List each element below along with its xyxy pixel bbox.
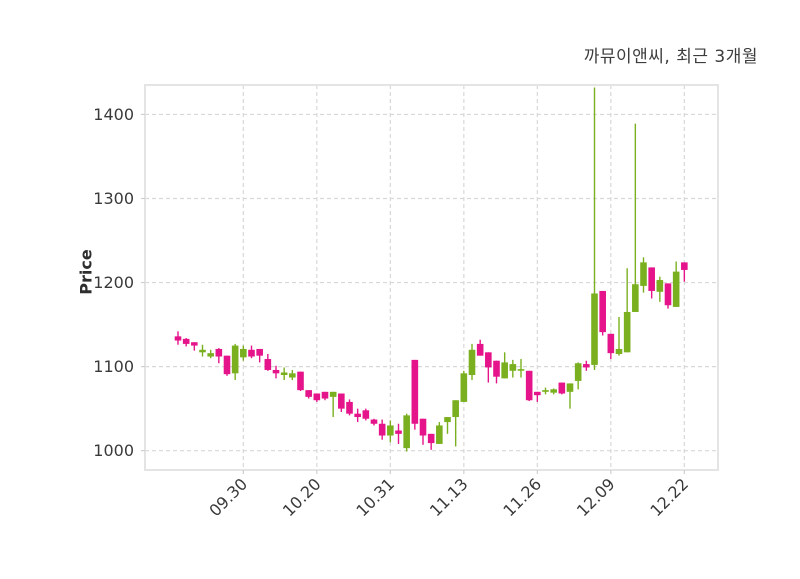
candle-body <box>411 359 419 424</box>
candle-body <box>525 370 533 401</box>
candle-body <box>223 355 231 375</box>
candle-body <box>509 364 517 371</box>
candle-body <box>452 400 459 418</box>
candle-body <box>599 290 606 333</box>
x-tick-label: 09.30 <box>205 474 251 520</box>
candle-body <box>231 345 239 374</box>
candle-body <box>387 425 394 436</box>
y-tick-label: 1100 <box>93 357 134 376</box>
x-tick-label: 12.22 <box>646 474 692 520</box>
candle-body <box>370 419 378 424</box>
candle-body <box>566 383 574 392</box>
y-tick-label: 1300 <box>93 189 134 208</box>
candle-body <box>191 342 198 346</box>
candle-body <box>681 262 688 270</box>
candle-body <box>648 267 655 291</box>
candle-body <box>493 360 500 377</box>
candle-body <box>436 425 443 444</box>
candle-body <box>354 413 361 418</box>
candle-body <box>362 410 370 419</box>
candle-body <box>640 262 647 286</box>
candle-body <box>297 371 304 391</box>
candle-body <box>558 382 566 394</box>
candle-body <box>329 391 337 397</box>
candle-body <box>321 391 329 399</box>
candle-body <box>395 430 402 434</box>
candle-body <box>182 338 190 344</box>
candle-body <box>240 348 247 358</box>
y-tick-label: 1400 <box>93 105 134 124</box>
y-axis-label: Price <box>76 249 96 295</box>
y-tick-label: 1200 <box>93 273 134 292</box>
candle-body <box>534 391 541 396</box>
candle-body <box>468 349 476 376</box>
candle-body <box>289 373 296 378</box>
candle-body <box>501 362 508 379</box>
candle-body <box>542 390 549 392</box>
candle-body <box>264 359 272 370</box>
candle-body <box>338 393 345 409</box>
candle-body <box>656 280 664 292</box>
candle-body <box>378 423 386 436</box>
x-tick-label: 11.13 <box>426 474 472 520</box>
candle-body <box>550 389 557 393</box>
candle-body <box>583 364 590 368</box>
candle-body <box>485 352 492 368</box>
candle-body <box>256 348 263 356</box>
candle-body <box>632 284 639 312</box>
candle-body <box>403 415 410 449</box>
candle-body <box>215 348 223 357</box>
candle-body <box>607 333 615 354</box>
candle-body <box>280 372 288 376</box>
candle-body <box>174 336 182 341</box>
candle-body <box>419 418 427 436</box>
chart-title: 까뮤이앤씨, 최근 3개월 <box>583 47 758 67</box>
candle-body <box>574 363 582 381</box>
candle-body <box>305 390 312 397</box>
candle-body <box>427 433 435 444</box>
plot-frame <box>144 84 719 471</box>
candle-body <box>664 283 672 306</box>
candle-body <box>672 271 680 307</box>
candle-body <box>248 349 255 357</box>
candle-body <box>272 369 280 374</box>
candle-body <box>615 348 623 354</box>
candle-body <box>476 343 484 356</box>
x-tick-label: 12.09 <box>573 474 619 520</box>
candle-body <box>313 393 321 401</box>
candle-body <box>207 353 214 357</box>
candle-body <box>460 373 468 402</box>
candle-body <box>517 369 525 371</box>
candle-body <box>591 293 598 365</box>
y-tick-label: 1000 <box>93 441 134 460</box>
x-tick-label: 10.31 <box>352 474 398 520</box>
x-tick-label: 11.26 <box>499 474 545 520</box>
x-tick-label: 10.20 <box>279 474 325 520</box>
candle-body <box>623 311 631 353</box>
candle-body <box>346 401 353 414</box>
candle-body <box>199 349 206 353</box>
candle-body <box>444 417 451 423</box>
